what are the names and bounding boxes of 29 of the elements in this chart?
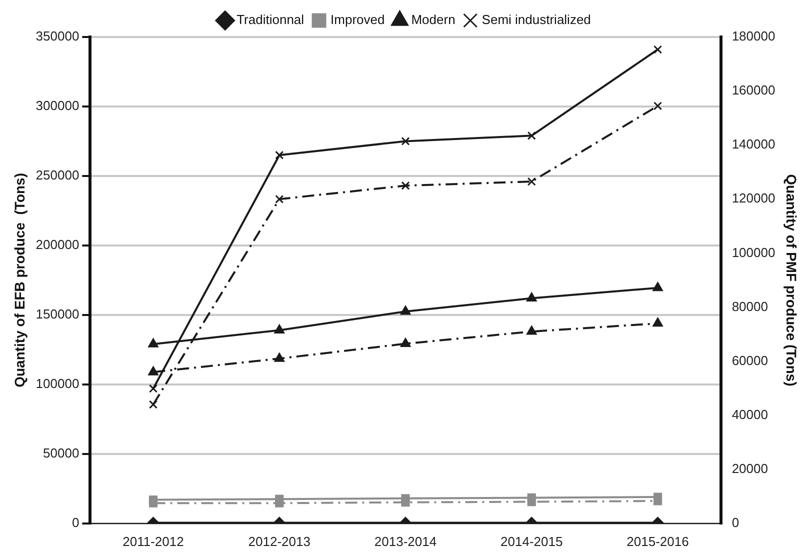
- y-tick-label: 300000: [36, 98, 80, 114]
- y-tick-label: 350000: [36, 28, 80, 44]
- y-tick-label: 0: [72, 514, 80, 530]
- y-tick-label: 200000: [36, 237, 80, 252]
- y2-axis-title: Quantity of PMF produce (Tons): [784, 174, 800, 386]
- y-tick-label: 150000: [36, 306, 80, 322]
- y2-tick-label: 80000: [732, 298, 768, 314]
- x-tick-label: 2013-2014: [374, 534, 437, 549]
- x-tick-label: 2014-2015: [500, 534, 563, 549]
- y2-tick-label: 120000: [732, 190, 776, 206]
- y2-tick-label: 140000: [732, 136, 776, 152]
- y-axis-title: Quantity of EFB produce (Tons): [11, 172, 28, 388]
- y2-tick-label: 100000: [732, 244, 776, 260]
- legend-label: Traditionnal: [236, 12, 304, 28]
- x-tick-label: 2012-2013: [248, 534, 310, 549]
- y2-tick-label: 160000: [732, 82, 776, 98]
- y-tick-label: 250000: [36, 168, 80, 183]
- y2-tick-label: 40000: [732, 406, 768, 422]
- legend-label: Modern: [411, 12, 456, 28]
- y2-tick-label: 60000: [732, 352, 768, 368]
- y-tick-label: 50000: [43, 445, 80, 460]
- x-tick-label: 2011-2012: [122, 534, 184, 549]
- x-tick-label: 2015-2016: [626, 534, 689, 549]
- y2-tick-label: 180000: [732, 28, 776, 44]
- y-tick-label: 100000: [36, 376, 80, 392]
- legend-label: Improved: [330, 12, 385, 28]
- legend-label: Semi industrialized: [482, 12, 591, 28]
- y2-tick-label: 20000: [732, 460, 768, 476]
- y2-tick-label: 0: [732, 514, 740, 530]
